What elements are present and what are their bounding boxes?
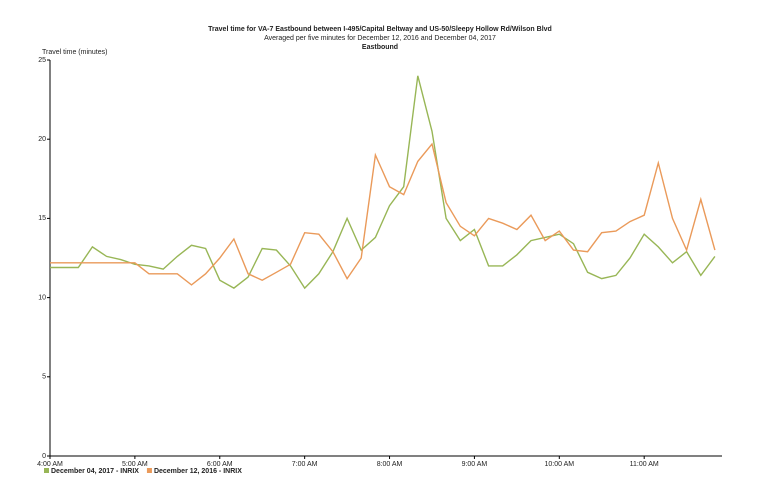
x-tick-label: 4:00 AM bbox=[37, 461, 63, 468]
y-tick-label: 15 bbox=[38, 215, 46, 222]
legend-label: December 12, 2016 - INRIX bbox=[154, 468, 242, 475]
x-tick-label: 8:00 AM bbox=[377, 461, 403, 468]
chart-subtitle: Eastbound bbox=[362, 44, 398, 51]
x-tick-label: 7:00 AM bbox=[292, 461, 318, 468]
x-tick-label: 10:00 AM bbox=[545, 461, 575, 468]
chart-title: Travel time for VA-7 Eastbound between I… bbox=[208, 26, 552, 33]
y-tick-label: 5 bbox=[42, 374, 46, 381]
y-tick-label: 0 bbox=[42, 453, 46, 460]
y-tick-label: 25 bbox=[38, 57, 46, 64]
x-tick-label: 11:00 AM bbox=[630, 461, 659, 468]
x-tick-label: 5:00 AM bbox=[122, 461, 148, 468]
chart-subtitle: Averaged per five minutes for December 1… bbox=[264, 35, 496, 42]
x-tick-label: 9:00 AM bbox=[462, 461, 488, 468]
line-series bbox=[50, 75, 716, 290]
legend-swatch bbox=[146, 468, 152, 473]
x-tick-label: 6:00 AM bbox=[207, 461, 233, 468]
y-axis-label: Travel time (minutes) bbox=[42, 49, 107, 56]
y-tick-label: 10 bbox=[38, 294, 46, 301]
legend-swatch bbox=[44, 468, 49, 473]
line-series bbox=[50, 142, 716, 286]
y-tick-label: 20 bbox=[38, 136, 46, 143]
legend-label: December 04, 2017 - INRIX bbox=[51, 468, 139, 475]
